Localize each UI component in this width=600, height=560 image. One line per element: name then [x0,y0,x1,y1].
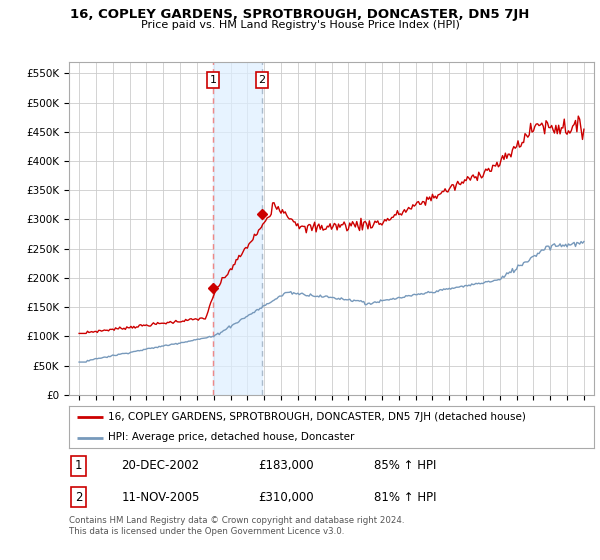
Text: 16, COPLEY GARDENS, SPROTBROUGH, DONCASTER, DN5 7JH: 16, COPLEY GARDENS, SPROTBROUGH, DONCAST… [70,8,530,21]
Text: 16, COPLEY GARDENS, SPROTBROUGH, DONCASTER, DN5 7JH (detached house): 16, COPLEY GARDENS, SPROTBROUGH, DONCAST… [109,412,526,422]
Text: Price paid vs. HM Land Registry's House Price Index (HPI): Price paid vs. HM Land Registry's House … [140,20,460,30]
Text: £183,000: £183,000 [258,459,314,473]
Text: 81% ↑ HPI: 81% ↑ HPI [373,491,436,504]
Text: 1: 1 [210,75,217,85]
Bar [213,62,262,395]
Text: 20-DEC-2002: 20-DEC-2002 [121,459,200,473]
Text: HPI: Average price, detached house, Doncaster: HPI: Average price, detached house, Donc… [109,432,355,442]
Text: 85% ↑ HPI: 85% ↑ HPI [373,459,436,473]
Text: 1: 1 [75,459,82,473]
Text: Contains HM Land Registry data © Crown copyright and database right 2024.
This d: Contains HM Land Registry data © Crown c… [69,516,404,536]
Text: £310,000: £310,000 [258,491,314,504]
Text: 2: 2 [259,75,266,85]
Text: 2: 2 [75,491,82,504]
Text: 11-NOV-2005: 11-NOV-2005 [121,491,200,504]
